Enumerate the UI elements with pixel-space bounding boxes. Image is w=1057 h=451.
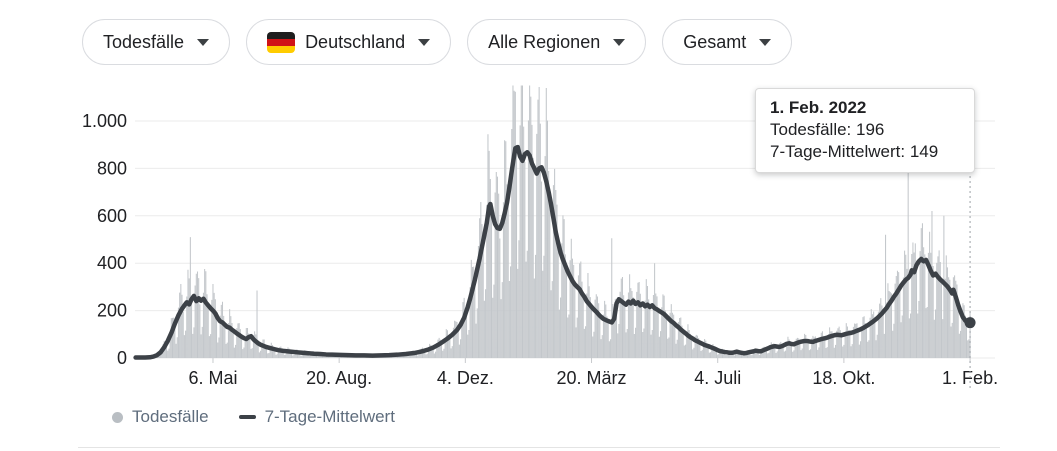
svg-text:0: 0 <box>117 348 127 368</box>
svg-text:18. Okt.: 18. Okt. <box>812 368 875 388</box>
svg-text:400: 400 <box>97 253 127 273</box>
svg-text:1.000: 1.000 <box>82 111 127 131</box>
svg-text:600: 600 <box>97 206 127 226</box>
chevron-down-icon <box>613 38 626 46</box>
chevron-down-icon <box>759 38 772 46</box>
tooltip: 1. Feb. 2022 Todesfälle: 196 7-Tage-Mitt… <box>755 88 975 173</box>
tooltip-deaths-value: Todesfälle: 196 <box>770 120 885 139</box>
svg-text:4. Juli: 4. Juli <box>694 368 741 388</box>
svg-text:4. Dez.: 4. Dez. <box>437 368 494 388</box>
divider <box>78 447 1000 448</box>
tooltip-title: 1. Feb. 2022 <box>770 98 867 117</box>
svg-text:200: 200 <box>97 301 127 321</box>
chart-legend: Todesfälle 7-Tage-Mittelwert <box>112 407 395 427</box>
legend-item-deaths: Todesfälle <box>112 407 209 427</box>
aggregation-dropdown-label: Gesamt <box>683 31 747 52</box>
legend-average-label: 7-Tage-Mittelwert <box>264 407 395 426</box>
filter-bar: Todesfälle Deutschland Alle Regionen Ges… <box>82 19 793 65</box>
legend-item-average: 7-Tage-Mittelwert <box>238 407 395 427</box>
svg-text:800: 800 <box>97 158 127 178</box>
metric-dropdown[interactable]: Todesfälle <box>82 19 231 65</box>
region-dropdown-label: Alle Regionen <box>488 31 601 52</box>
chart-canvas[interactable]: 0 200 400 600 800 1.000 6. Mai 20. Aug. 4. Dez. 2… <box>0 0 1057 400</box>
legend-dot-icon <box>112 411 123 423</box>
chevron-down-icon <box>197 38 210 46</box>
country-dropdown[interactable]: Deutschland <box>246 19 452 65</box>
region-dropdown[interactable]: Alle Regionen <box>467 19 647 65</box>
chevron-down-icon <box>418 38 431 46</box>
legend-deaths-label: Todesfälle <box>132 407 209 426</box>
germany-flag-icon <box>267 31 296 53</box>
tooltip-average-value: 7-Tage-Mittelwert: 149 <box>770 142 939 161</box>
aggregation-dropdown[interactable]: Gesamt <box>662 19 793 65</box>
svg-text:20. März: 20. März <box>557 368 627 388</box>
legend-line-icon <box>238 415 256 419</box>
svg-text:20. Aug.: 20. Aug. <box>306 368 372 388</box>
svg-text:6. Mai: 6. Mai <box>188 368 237 388</box>
country-dropdown-label: Deutschland <box>305 31 406 52</box>
metric-dropdown-label: Todesfälle <box>103 31 185 52</box>
